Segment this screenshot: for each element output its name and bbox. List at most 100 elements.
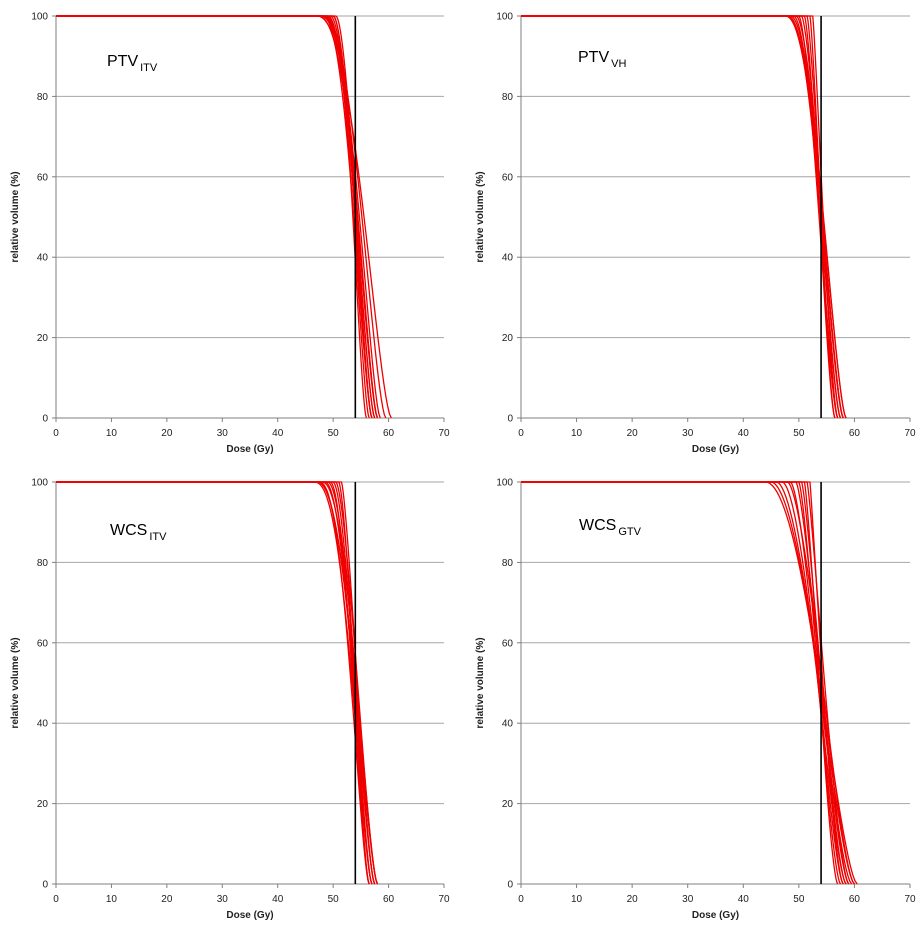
x-tick-label: 40 [272,428,284,439]
dvh-curve [56,15,370,419]
y-tick-label: 20 [502,333,514,344]
dvh-curve [56,481,376,885]
panel-label: PTV VH [578,49,626,70]
y-tick-label: 0 [507,880,513,891]
dvh-curve [521,15,847,419]
x-tick-label: 50 [793,428,805,439]
dvh-panel-bottom-left: 0 20 40 60 80 100 0 10 20 30 40 50 60 70 Dose (Gy) rela… [10,478,450,922]
x-tick-label: 50 [328,894,340,905]
x-tick-label: 40 [738,894,750,905]
dvh-curve [56,481,373,885]
x-axis-title: Dose (Gy) [692,444,739,455]
y-tick-label: 60 [37,172,49,183]
dvh-curve [521,15,842,419]
y-tick-label: 100 [31,12,48,23]
x-tick-label: 70 [904,894,916,905]
dvh-curve [56,15,373,419]
x-tick-label: 10 [571,894,583,905]
y-tick-label: 20 [502,799,514,810]
dvh-curve [56,15,376,419]
x-tick-label: 0 [518,894,524,905]
dvh-curve [56,15,379,419]
dvh-curve [56,481,373,885]
dvh-curve [521,15,844,419]
x-tick-label: 20 [627,428,639,439]
x-axis-title: Dose (Gy) [226,910,273,921]
dvh-curve [521,15,839,419]
y-tick-label: 100 [496,478,513,489]
x-tick-label: 50 [328,428,340,439]
y-tick-label: 100 [31,478,48,489]
y-tick-label: 40 [502,719,514,730]
dvh-curve [521,15,836,419]
x-tick-label: 70 [438,428,450,439]
y-tick-label: 0 [507,414,513,425]
dvh-curve [521,15,844,419]
x-axis-title: Dose (Gy) [226,444,273,455]
dvh-panel-top-left: 0 20 40 60 80 100 0 10 20 30 40 50 60 70 Dose (Gy) rela… [10,12,450,456]
x-tick-label: 70 [904,428,916,439]
y-tick-label: 60 [502,638,514,649]
y-tick-label: 60 [37,638,49,649]
dvh-curve [56,481,376,885]
y-axis-title: relative volume (%) [475,637,486,728]
dvh-curve [56,481,379,885]
panel-label-sub: GTV [618,526,641,538]
dvh-curve [56,481,379,885]
y-tick-label: 100 [496,12,513,23]
y-tick-label: 40 [37,253,49,264]
dvh-curve [521,15,839,419]
dvh-curve [56,481,373,885]
y-tick-label: 0 [42,414,48,425]
dvh-curve [521,481,847,885]
x-tick-label: 10 [106,894,118,905]
x-tick-label: 10 [571,428,583,439]
x-tick-label: 30 [217,894,229,905]
dvh-curve [56,15,379,419]
x-tick-label: 60 [849,428,861,439]
x-tick-label: 0 [53,894,59,905]
x-tick-label: 30 [682,428,694,439]
dvh-curve [521,481,855,885]
y-tick-label: 20 [37,333,49,344]
panel-label-sub: ITV [140,62,158,74]
panel-label-main: WCS [110,522,147,539]
dvh-curve [521,481,847,885]
dvh-curve [56,481,370,885]
dvh-curve [521,15,847,419]
dvh-curve [56,15,368,419]
dvh-panel-bottom-right: 0 20 40 60 80 100 0 10 20 30 40 50 60 70 Dose (Gy) rela… [475,478,916,922]
dvh-curve [521,15,836,419]
x-tick-label: 30 [217,428,229,439]
dvh-curve [56,481,370,885]
panel-label-main: PTV [578,49,609,66]
dvh-panel-top-right: 0 20 40 60 80 100 0 10 20 30 40 50 60 70 Dose (Gy) rela… [475,12,916,456]
x-tick-label: 60 [383,428,395,439]
x-tick-label: 20 [161,428,173,439]
dvh-curve [56,15,373,419]
y-tick-label: 80 [502,92,514,103]
dvh-curve [521,15,839,419]
dvh-curve [521,481,842,885]
x-tick-label: 30 [682,894,694,905]
x-tick-label: 10 [106,428,118,439]
x-tick-label: 60 [383,894,395,905]
x-tick-label: 0 [53,428,59,439]
dvh-curve [521,15,844,419]
y-tick-label: 20 [37,799,49,810]
panel-label: PTV ITV [107,53,158,74]
x-tick-label: 40 [738,428,750,439]
y-tick-label: 40 [37,719,49,730]
dvh-curve [56,481,379,885]
dvh-curve [56,15,376,419]
x-axis-title: Dose (Gy) [692,910,739,921]
dvh-curve [56,15,381,419]
x-tick-label: 50 [793,894,805,905]
panel-label-sub: VH [611,58,626,70]
y-tick-label: 0 [42,880,48,891]
x-tick-label: 60 [849,894,861,905]
y-axis-title: relative volume (%) [475,171,486,262]
dvh-curve [56,481,376,885]
panel-label: WCS GTV [579,517,642,538]
